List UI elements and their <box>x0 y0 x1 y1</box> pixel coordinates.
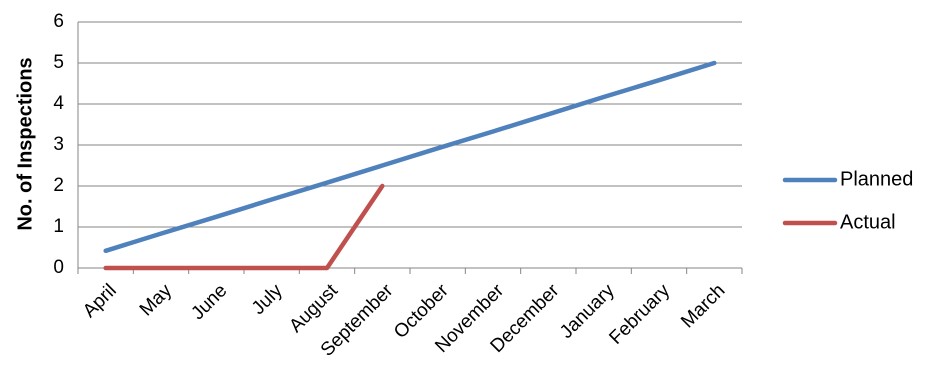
x-tick-label: February <box>605 280 674 349</box>
y-axis-label: No. of Inspections <box>14 57 36 230</box>
y-tick-label: 5 <box>53 52 64 73</box>
legend: Planned Actual <box>782 168 913 233</box>
series-lines <box>103 60 717 271</box>
x-tick-label: June <box>187 280 231 324</box>
y-tick-label: 2 <box>53 175 64 196</box>
legend-label-planned: Planned <box>840 168 913 190</box>
legend-label-actual: Actual <box>840 211 896 233</box>
y-tick-label: 6 <box>53 11 64 32</box>
y-tick-label: 3 <box>53 134 64 155</box>
x-tick-labels: April May June JulyAugustSeptemberOctoberNo… <box>77 268 743 361</box>
gridlines <box>77 21 742 269</box>
y-tick-label: 4 <box>53 93 64 114</box>
y-tick-label: 0 <box>53 257 64 278</box>
series-line-actual <box>103 183 385 271</box>
y-tick-label: 1 <box>53 216 64 237</box>
x-tick-label: July <box>248 280 287 319</box>
x-tick-label: May <box>136 280 177 321</box>
y-tick-labels: 0 1 2 3 4 5 6 <box>53 11 64 278</box>
series-line-planned <box>103 60 717 254</box>
x-tick-label: March <box>677 280 729 332</box>
x-tick-label: April <box>79 280 121 322</box>
